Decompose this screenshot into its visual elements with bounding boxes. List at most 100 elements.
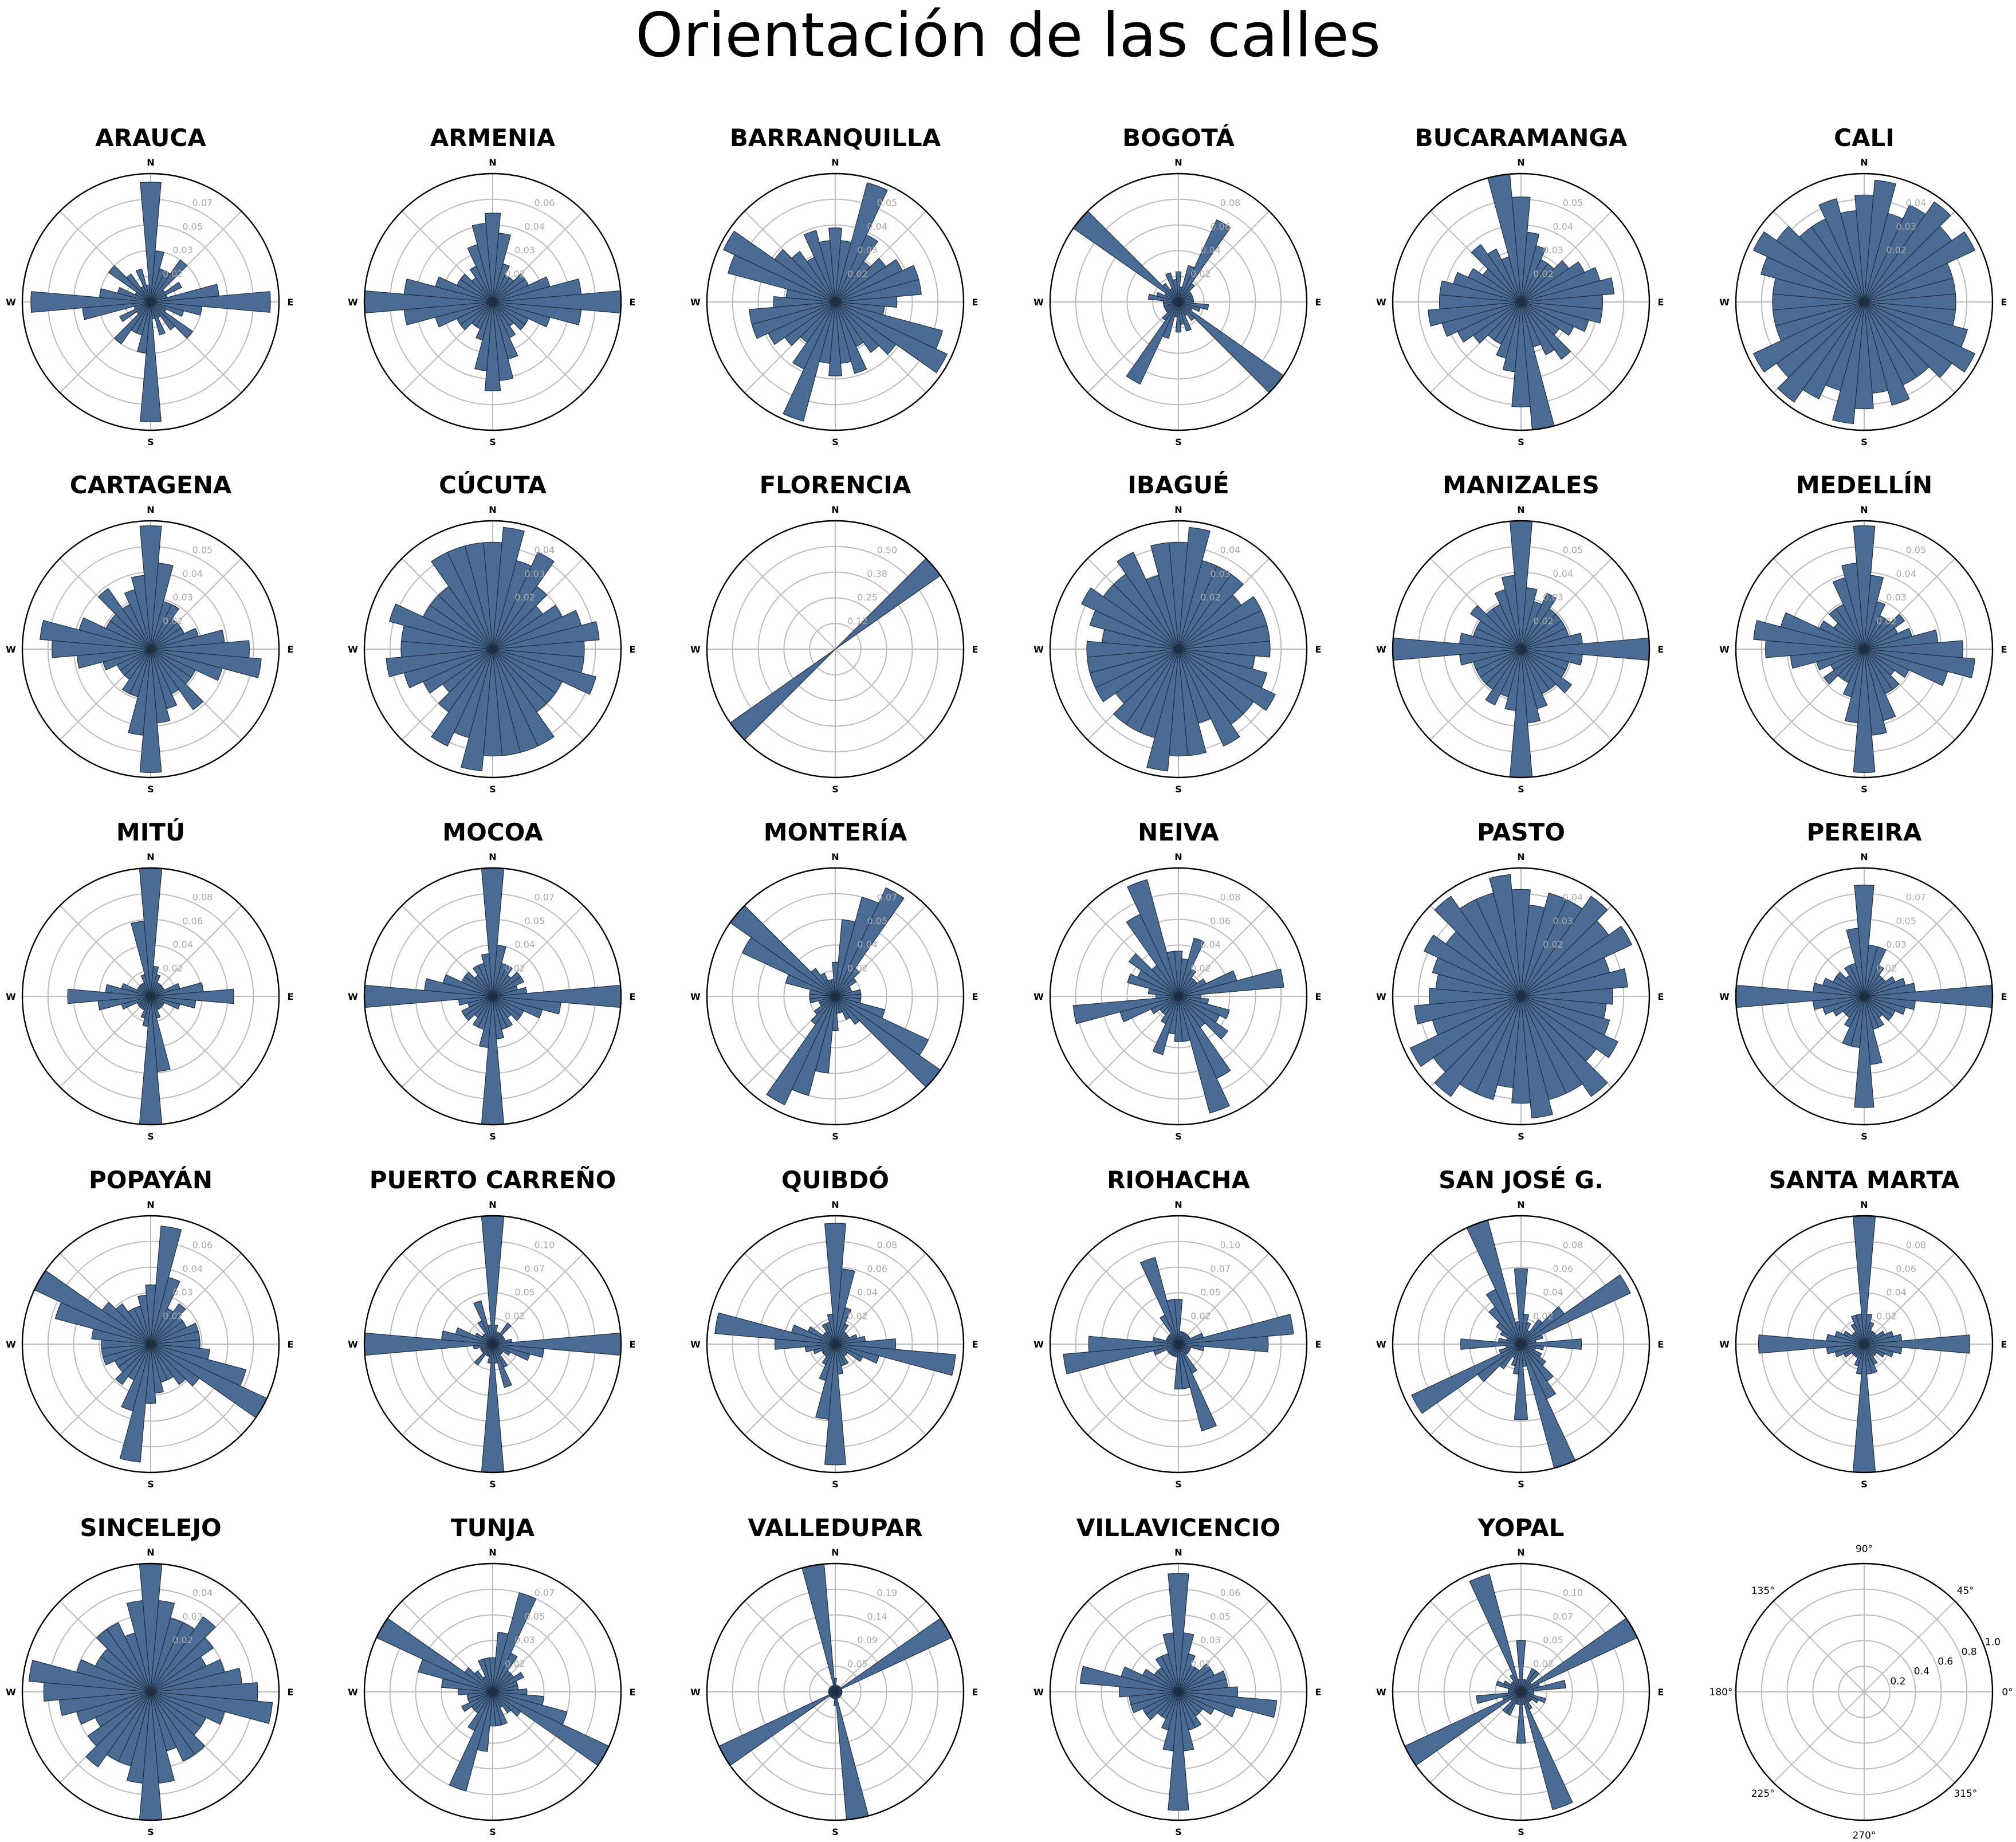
radial-tick-label: 0.05 xyxy=(524,916,545,926)
bar xyxy=(119,301,151,323)
bar xyxy=(1178,641,1271,658)
bar xyxy=(1175,271,1182,303)
radial-tick-label: 0.07 xyxy=(192,197,213,208)
grid-spoke xyxy=(744,1600,836,1692)
outer-circle xyxy=(1735,520,1994,779)
grid-spoke xyxy=(492,1344,584,1436)
radial-tick-label: 0.10 xyxy=(1220,1239,1241,1250)
direction-label: E xyxy=(288,1687,294,1698)
direction-label: E xyxy=(1658,991,1664,1002)
outer-circle xyxy=(1735,1215,1994,1474)
radial-tick-label: 0.03 xyxy=(1210,568,1231,579)
radial-tick-label: 0.02 xyxy=(163,1311,183,1322)
bar xyxy=(830,979,836,997)
direction-label: S xyxy=(489,784,496,795)
bar xyxy=(1864,301,1910,406)
bar xyxy=(1520,649,1573,693)
chart-title: MITÚ xyxy=(116,818,185,846)
direction-label: N xyxy=(147,504,154,515)
bar xyxy=(1520,1334,1543,1345)
angle-label: 225° xyxy=(1751,1788,1775,1800)
bar xyxy=(820,972,836,997)
direction-label: S xyxy=(147,784,154,795)
direction-label: W xyxy=(6,1339,16,1350)
bar xyxy=(492,1691,610,1766)
bar xyxy=(810,996,836,1025)
grid-spoke xyxy=(744,1691,836,1784)
direction-label: W xyxy=(1719,991,1730,1002)
radial-tick-label: 0.02 xyxy=(1876,616,1897,627)
bar xyxy=(1178,649,1276,711)
bar xyxy=(1178,937,1205,997)
bar xyxy=(139,649,162,773)
outer-circle xyxy=(706,867,965,1126)
radial-tick-label: 0.02 xyxy=(1533,616,1554,627)
direction-label: E xyxy=(1315,1339,1322,1350)
direction-label: N xyxy=(147,157,154,168)
bar xyxy=(464,542,493,650)
bar xyxy=(1139,1256,1179,1345)
direction-label: N xyxy=(1174,851,1182,862)
bar xyxy=(835,301,879,354)
bar xyxy=(1517,1679,1522,1692)
chart-title: VILLAVICENCIO xyxy=(1076,1514,1280,1542)
direction-label: W xyxy=(348,1687,358,1698)
polar-chart: VALLEDUPAR 0.05 0.09 0.14 0.19 N E S W xyxy=(690,1514,978,1837)
direction-label: E xyxy=(972,991,978,1002)
chart-title: PASTO xyxy=(1477,818,1565,846)
direction-label: W xyxy=(1033,1339,1044,1350)
direction-label: E xyxy=(288,644,294,655)
grid-spoke xyxy=(744,1252,836,1345)
radial-tick-label: 0.07 xyxy=(1553,1611,1573,1622)
bar xyxy=(1520,996,1553,1119)
radial-tick-label: 0.25 xyxy=(857,592,878,603)
bar xyxy=(791,250,836,303)
chart-title: BOGOTÁ xyxy=(1122,123,1235,152)
radial-tick-label: 0.07 xyxy=(1906,891,1927,902)
bar xyxy=(1520,277,1614,303)
radial-tick-label: 0.04 xyxy=(1553,221,1573,232)
grid-spoke xyxy=(1773,1691,1865,1784)
polar-chart: SINCELEJO 0.02 0.03 0.04 N E S W xyxy=(6,1514,293,1837)
bar xyxy=(835,887,905,997)
bar xyxy=(1864,614,1905,650)
bar xyxy=(835,996,929,1056)
chart-title: YOPAL xyxy=(1477,1514,1565,1542)
bar xyxy=(773,296,836,308)
radial-tick-label: 0.03 xyxy=(172,592,193,603)
radial-tick-label: 0.02 xyxy=(505,1659,525,1670)
bar xyxy=(1172,278,1179,303)
direction-label: W xyxy=(6,1687,16,1698)
bar xyxy=(1520,996,1618,1058)
bar xyxy=(1758,1334,1865,1354)
polar-chart: POPAYÁN 0.02 0.03 0.04 0.06 N E S W xyxy=(6,1165,293,1490)
bar xyxy=(1178,574,1244,650)
radial-tick-label: 0.05 xyxy=(1210,1611,1231,1622)
direction-label: E xyxy=(2001,297,2007,308)
radial-tick-label: 0.02 xyxy=(1200,592,1221,603)
bar xyxy=(828,301,842,376)
bar xyxy=(1117,552,1179,650)
bar xyxy=(835,182,888,303)
direction-label: E xyxy=(1658,644,1664,655)
bar xyxy=(1752,301,1865,373)
bar xyxy=(1514,1268,1528,1345)
bar xyxy=(1515,1321,1522,1345)
direction-label: S xyxy=(1861,1131,1868,1142)
bar xyxy=(140,182,162,303)
chart-title: NEIVA xyxy=(1138,818,1219,846)
bar xyxy=(85,1691,151,1768)
chart-title: MANIZALES xyxy=(1443,471,1600,499)
grid-spoke xyxy=(59,996,151,1088)
direction-label: W xyxy=(690,1339,701,1350)
radial-tick-label: 0.09 xyxy=(857,1635,878,1645)
bar xyxy=(1414,996,1522,1025)
outer-circle xyxy=(363,1215,622,1474)
bar xyxy=(1081,587,1179,650)
bar xyxy=(1520,301,1571,360)
bar xyxy=(1487,248,1522,303)
bar xyxy=(1178,282,1195,303)
direction-label: E xyxy=(288,1339,294,1350)
chart-title: POPAYÁN xyxy=(89,1165,213,1194)
direction-label: E xyxy=(288,991,294,1002)
